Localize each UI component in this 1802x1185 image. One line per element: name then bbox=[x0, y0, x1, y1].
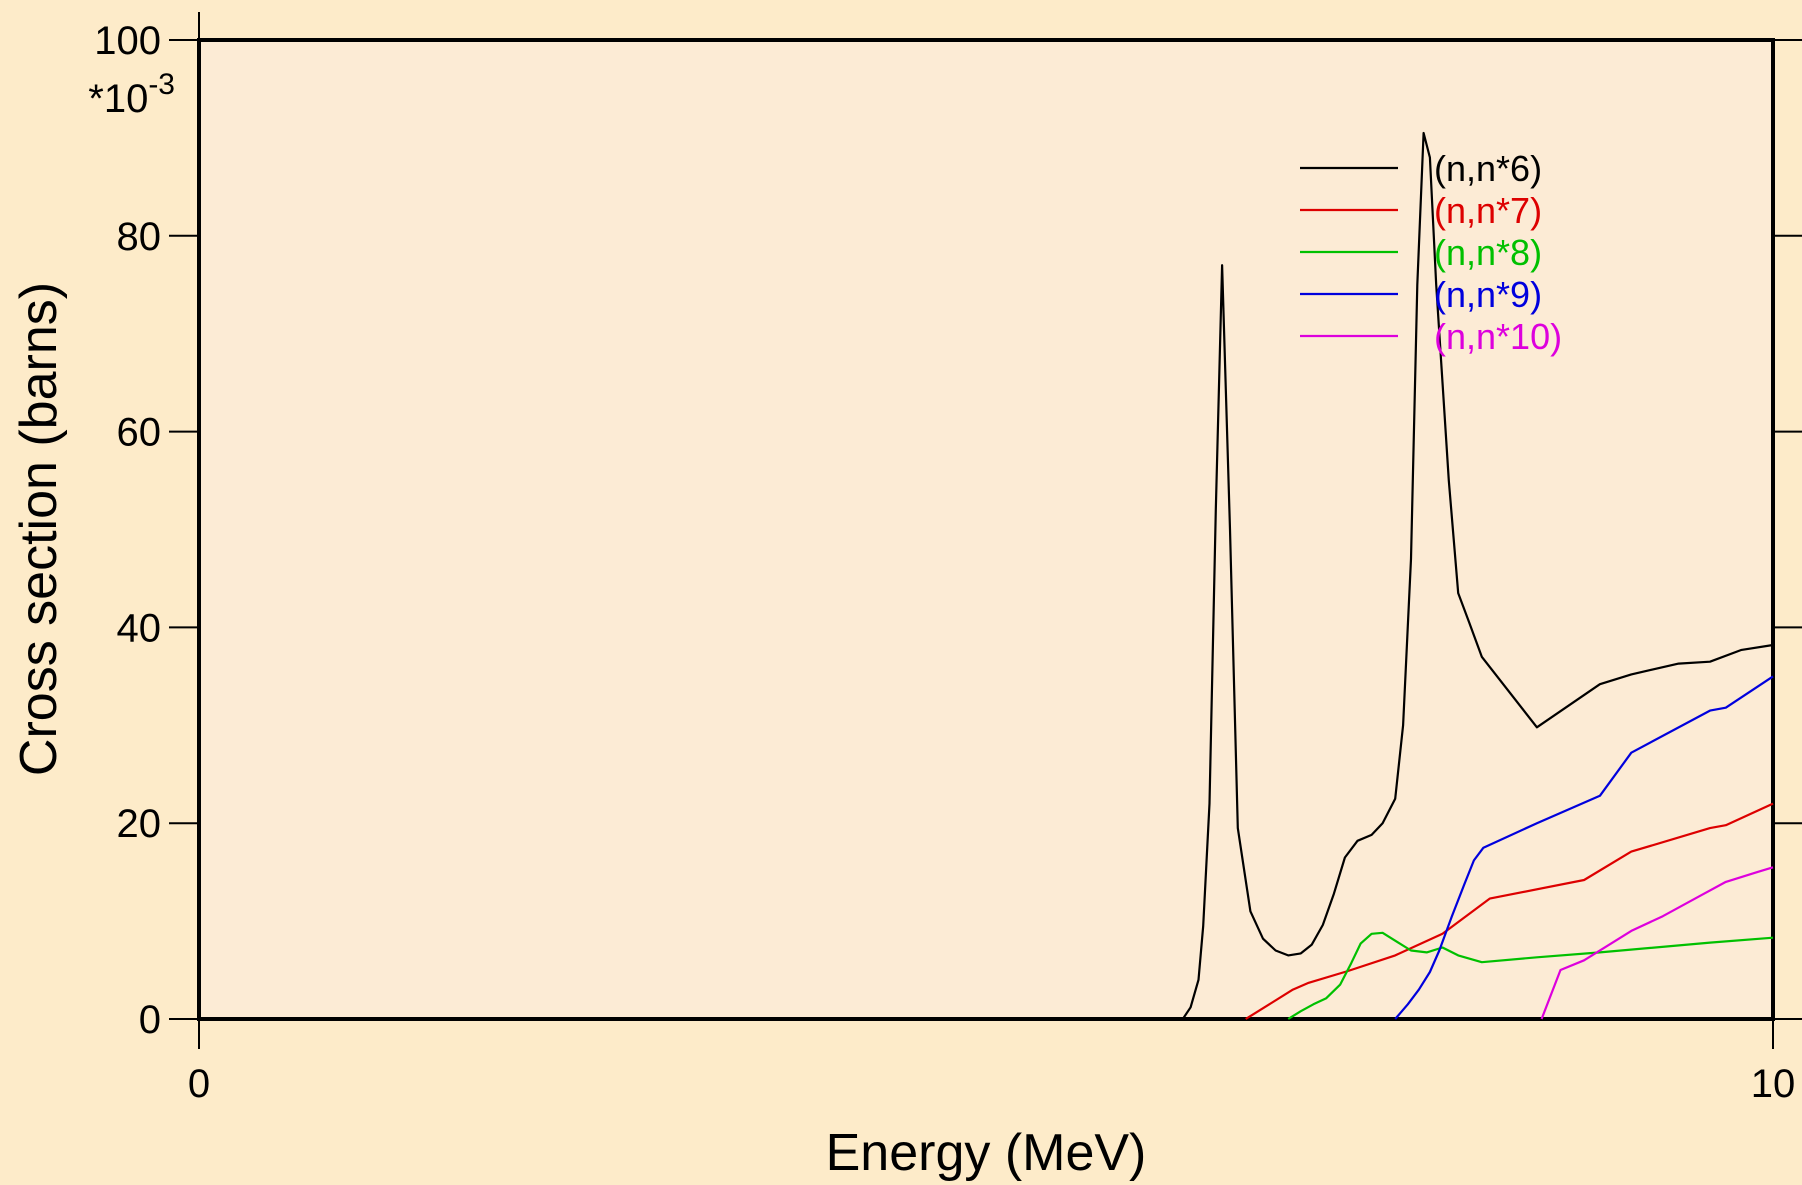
y-multiplier: *10-3 bbox=[88, 68, 175, 121]
series-line-6 bbox=[199, 131, 1774, 1021]
x-tick-label: 0 bbox=[188, 1062, 210, 1106]
series-line-9 bbox=[1394, 675, 1774, 1020]
y-tick-label: 100 bbox=[94, 19, 161, 63]
y-tick-label: 0 bbox=[139, 998, 161, 1042]
axes: 0 20 40 60 80 100 0 10 bbox=[94, 12, 1802, 1106]
series-line-10 bbox=[1540, 866, 1774, 1020]
series-line-7 bbox=[1245, 802, 1774, 1020]
x-tick-label: 10 bbox=[1751, 1062, 1796, 1106]
data-series bbox=[199, 131, 1774, 1021]
series-line-8 bbox=[1287, 931, 1774, 1020]
y-tick-label: 80 bbox=[117, 215, 162, 259]
y-tick-label: 60 bbox=[117, 411, 162, 455]
legend-label: (n,n*8) bbox=[1434, 232, 1542, 273]
y-tick-label: 20 bbox=[117, 802, 162, 846]
y-axis-title: Cross section (barns) bbox=[10, 282, 68, 776]
y-tick-label: 40 bbox=[117, 606, 162, 650]
y-multiplier-exponent: -3 bbox=[148, 68, 175, 101]
legend-label: (n,n*9) bbox=[1434, 274, 1542, 315]
legend: (n,n*6)(n,n*7)(n,n*8)(n,n*9)(n,n*10) bbox=[1300, 148, 1562, 357]
legend-label: (n,n*7) bbox=[1434, 190, 1542, 231]
legend-label: (n,n*6) bbox=[1434, 148, 1542, 189]
plot-area bbox=[197, 38, 1775, 1021]
legend-label: (n,n*10) bbox=[1434, 316, 1562, 357]
x-axis-title: Energy (MeV) bbox=[826, 1124, 1147, 1182]
